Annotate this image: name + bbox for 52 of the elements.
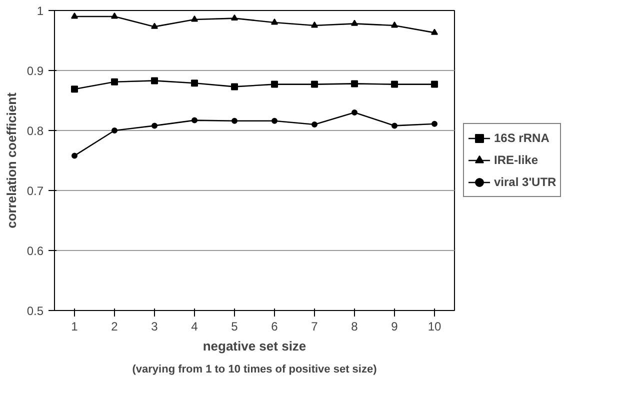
point — [231, 83, 238, 90]
point — [351, 80, 358, 88]
x-tick-label: 6 — [271, 320, 278, 334]
point — [271, 18, 278, 25]
x-tick-label: 10 — [428, 320, 442, 334]
legend-label: viral 3'UTR — [494, 175, 556, 189]
point — [231, 14, 238, 21]
x-tick-label: 7 — [311, 320, 318, 334]
y-axis-title: correlation coefficient — [4, 92, 19, 228]
y-tick-label: 0.5 — [26, 304, 44, 318]
x-tick-label: 8 — [351, 320, 358, 334]
point — [71, 86, 78, 93]
point — [312, 122, 318, 128]
point — [111, 12, 118, 19]
point — [72, 152, 78, 159]
y-tick-label: 0.8 — [26, 124, 44, 138]
point — [431, 28, 438, 35]
y-tick-label: 0.6 — [26, 244, 44, 258]
point — [191, 80, 198, 87]
point — [151, 22, 158, 29]
point — [352, 110, 358, 116]
point — [152, 122, 158, 129]
x-tick-label: 1 — [71, 320, 78, 334]
x-tick-label: 3 — [151, 320, 158, 334]
point — [112, 128, 118, 134]
point — [392, 122, 398, 129]
legend-label: IRE-like — [494, 153, 538, 167]
point — [311, 22, 318, 28]
x-tick-label: 9 — [391, 320, 398, 334]
point — [432, 120, 438, 127]
point — [391, 22, 398, 28]
point — [232, 118, 238, 124]
x-tick-label: 4 — [191, 320, 198, 334]
point — [71, 12, 78, 19]
text: (varying from 1 to 10 times of positive set size) — [132, 364, 378, 376]
point — [191, 16, 198, 22]
point — [351, 20, 358, 26]
point — [391, 80, 398, 88]
y-tick-label: 1 — [36, 4, 44, 18]
point — [311, 80, 318, 88]
y-tick-label: 0.9 — [26, 64, 44, 78]
point — [272, 118, 278, 124]
x-tick-label: 5 — [231, 320, 238, 334]
x-axis-title: negative set size — [202, 338, 306, 354]
y-tick-label: 0.7 — [26, 184, 44, 198]
point — [431, 80, 438, 88]
point — [151, 77, 158, 84]
point — [271, 80, 278, 88]
x-tick-label: 2 — [111, 320, 118, 334]
point — [192, 117, 198, 124]
legend-label: 16S rRNA — [494, 131, 550, 145]
point — [111, 78, 118, 86]
